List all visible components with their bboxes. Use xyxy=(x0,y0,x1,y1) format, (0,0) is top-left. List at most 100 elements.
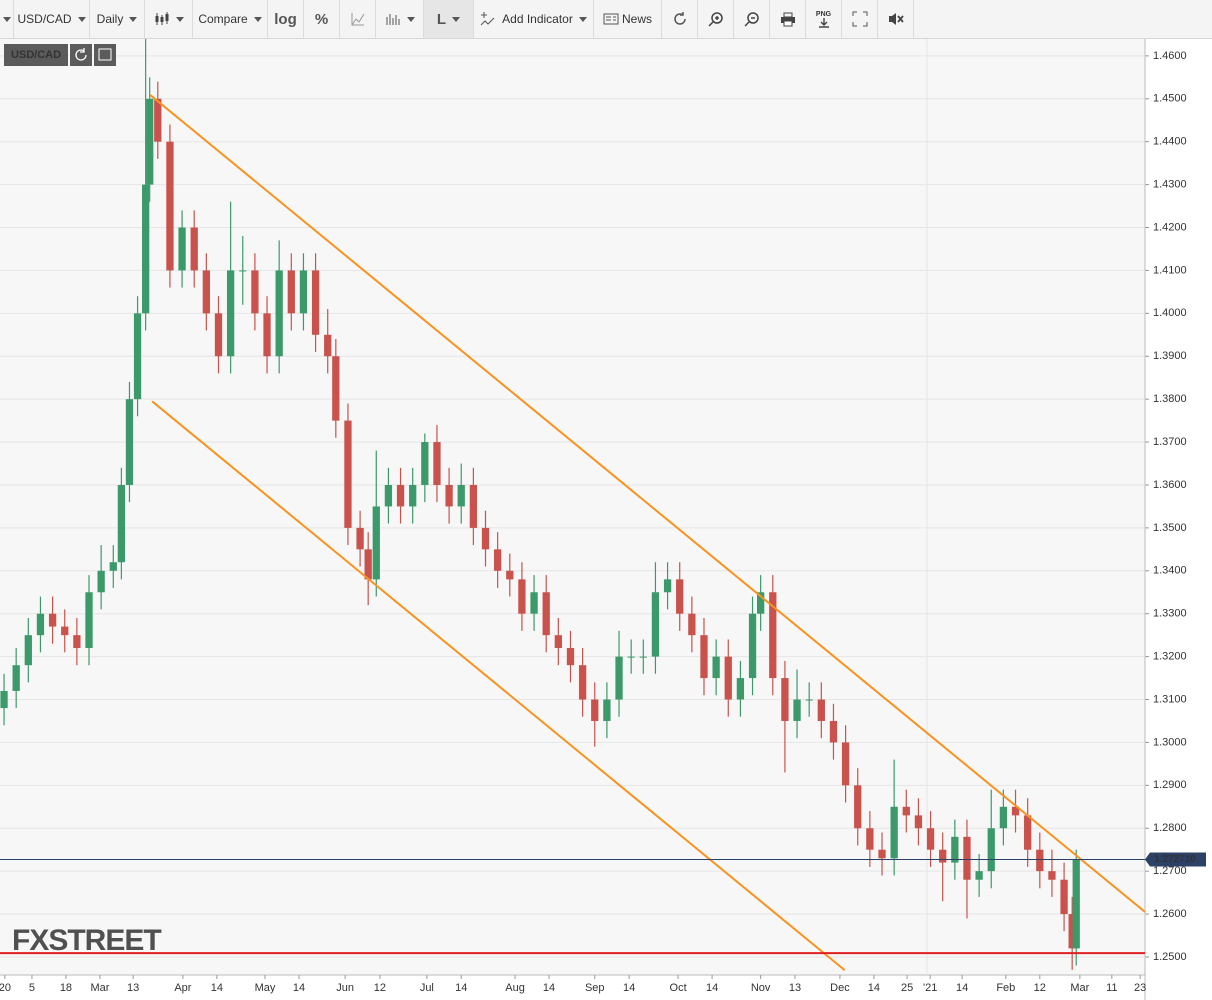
mute-button[interactable] xyxy=(878,0,914,38)
candle-body xyxy=(1072,859,1080,949)
candle-body xyxy=(975,871,983,880)
x-tick-label: Sep xyxy=(585,982,605,994)
calendar-button[interactable] xyxy=(94,44,116,66)
x-tick-label: 13 xyxy=(127,982,139,994)
candle-body xyxy=(736,678,745,700)
add-indicator-text: Add Indicator xyxy=(502,12,573,26)
candle-body xyxy=(518,579,526,614)
y-tick-label: 1.3500 xyxy=(1153,522,1187,534)
x-tick-label: Mar xyxy=(1070,982,1089,994)
candle-body xyxy=(214,313,223,357)
candle-body xyxy=(24,635,32,666)
candle-body xyxy=(251,270,259,314)
y-tick-label: 1.4500 xyxy=(1153,93,1187,105)
candle-body xyxy=(263,313,271,357)
fullscreen-button[interactable] xyxy=(842,0,878,38)
y-tick-label: 1.2500 xyxy=(1153,951,1187,963)
x-tick-label: Nov xyxy=(751,982,771,994)
candle-body xyxy=(85,592,93,649)
png-button[interactable]: PNG xyxy=(806,0,842,38)
png-text: PNG xyxy=(815,10,832,18)
y-tick-label: 1.3700 xyxy=(1153,436,1187,448)
candle-body xyxy=(226,270,235,357)
y-tick-label: 1.2800 xyxy=(1153,822,1187,834)
calendar-icon xyxy=(98,48,112,61)
y-tick-label: 1.3300 xyxy=(1153,608,1187,620)
y-tick-label: 1.3600 xyxy=(1153,479,1187,491)
add-indicator-select[interactable]: Add Indicator xyxy=(474,0,594,38)
candle-body xyxy=(445,484,453,507)
refresh-button[interactable] xyxy=(662,0,698,38)
x-tick-label: May xyxy=(255,982,276,994)
y-tick-label: 1.3400 xyxy=(1153,565,1187,577)
percent-button[interactable]: % xyxy=(304,0,340,38)
x-tick-label: 25 xyxy=(901,982,913,994)
plot-layer xyxy=(0,25,1146,972)
interval-select[interactable]: Daily xyxy=(90,0,145,38)
bars-select[interactable] xyxy=(376,0,424,38)
candle-body xyxy=(542,592,550,636)
compare-select[interactable]: Compare xyxy=(193,0,268,38)
news-button[interactable]: News xyxy=(594,0,662,38)
y-tick-label: 1.2600 xyxy=(1153,908,1187,920)
print-button[interactable] xyxy=(770,0,806,38)
candle-body xyxy=(554,635,562,649)
candle-body xyxy=(756,592,765,614)
candle-body xyxy=(890,806,898,859)
candle-body xyxy=(178,227,186,271)
candle-body xyxy=(154,98,162,142)
candle-body xyxy=(299,270,308,314)
trend-line xyxy=(151,400,846,972)
x-tick-label: 14 xyxy=(455,982,467,994)
percent-text: % xyxy=(314,10,329,28)
chart-type-select[interactable] xyxy=(145,0,193,38)
last-price-tag xyxy=(1145,852,1206,867)
candle-body xyxy=(603,699,611,721)
symbol-select[interactable]: USD/CAD xyxy=(14,0,90,38)
candle-body xyxy=(939,849,947,863)
zoom-in-button[interactable] xyxy=(698,0,734,38)
candle-body xyxy=(627,656,635,658)
y-tick-label: 1.4000 xyxy=(1153,307,1187,319)
menu-caret[interactable] xyxy=(0,0,14,38)
candle-body xyxy=(12,665,20,691)
candle-body xyxy=(469,484,478,528)
candle-body xyxy=(311,270,320,335)
line-tool-select[interactable]: L xyxy=(424,0,474,38)
candle-body xyxy=(421,442,429,485)
candle-body xyxy=(202,270,210,314)
candle-body xyxy=(332,356,340,421)
log-button[interactable]: log xyxy=(268,0,304,38)
candle-body xyxy=(724,656,732,700)
line-tool-text: L xyxy=(436,10,447,28)
candle-body xyxy=(506,570,514,580)
candle-body xyxy=(793,699,801,721)
candle-body xyxy=(133,313,142,400)
reload-button[interactable] xyxy=(70,44,92,66)
y-tick-label: 1.3000 xyxy=(1153,736,1187,748)
x-tick-label: 13 xyxy=(789,982,801,994)
y-tick-label: 1.2900 xyxy=(1153,779,1187,791)
candle-body xyxy=(878,849,886,859)
x-tick-label: 14 xyxy=(868,982,880,994)
candle-body xyxy=(530,592,538,614)
candle-body xyxy=(817,699,825,721)
x-tick-label: 11 xyxy=(1106,982,1117,994)
zoom-out-button[interactable] xyxy=(734,0,770,38)
y-tick-label: 1.4600 xyxy=(1153,50,1187,62)
candle-body xyxy=(663,579,672,593)
candle-body xyxy=(457,484,465,507)
candle-body xyxy=(902,806,910,816)
candle-body xyxy=(384,484,393,507)
toolbar: USD/CAD Daily Compare log % L Add Indica… xyxy=(0,0,1212,39)
x-tick-label: 12 xyxy=(1034,982,1046,994)
candle-body xyxy=(356,527,364,550)
x-tick-label: 5 xyxy=(29,982,35,994)
candle-body xyxy=(1036,849,1044,872)
y-tick-label: 1.4300 xyxy=(1153,179,1187,191)
candle-body xyxy=(48,613,57,627)
draw-button[interactable] xyxy=(340,0,376,38)
x-tick-label: 14 xyxy=(293,982,305,994)
x-tick-label: '21 xyxy=(923,982,937,994)
last-price-label: 1.272710 xyxy=(1154,854,1196,865)
